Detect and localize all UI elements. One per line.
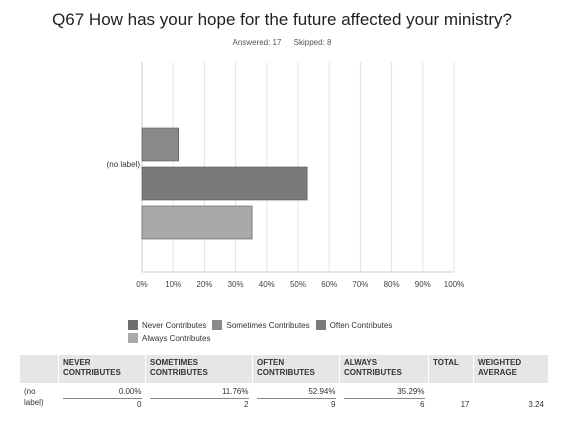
x-tick-label: 40% xyxy=(259,280,275,289)
category-label: (no label) xyxy=(107,160,141,169)
x-tick-label: 100% xyxy=(444,280,464,289)
legend-swatch xyxy=(212,320,223,330)
x-tick-label: 0% xyxy=(136,280,148,289)
x-tick-label: 60% xyxy=(321,280,337,289)
cell-total: 17 xyxy=(460,400,470,409)
skipped-count: Skipped: 8 xyxy=(293,38,332,47)
table-header-sometimes: SOMETIMES CONTRIBUTES xyxy=(145,355,253,383)
legend-item: Never Contributes xyxy=(128,320,206,330)
often-count: 9 xyxy=(331,400,336,409)
legend-swatch xyxy=(315,320,326,330)
table-header-often: OFTEN CONTRIBUTES xyxy=(252,355,340,383)
legend-label: Always Contributes xyxy=(142,333,211,343)
table-header-always: ALWAYS CONTRIBUTES xyxy=(339,355,429,383)
cell-never: 0.00% 0 xyxy=(59,383,146,413)
legend-label: Often Contributes xyxy=(329,320,393,330)
bar-always-contributes xyxy=(141,205,253,240)
table-header-blank xyxy=(20,355,59,383)
legend-item: Always Contributes xyxy=(128,333,210,343)
table-header-weighted-average: WEIGHTED AVERAGE xyxy=(473,355,548,383)
always-count: 6 xyxy=(420,400,425,409)
x-tick-label: 30% xyxy=(228,280,244,289)
x-tick-label: 80% xyxy=(384,280,400,289)
table-header-row: NEVER CONTRIBUTES SOMETIMES CONTRIBUTES … xyxy=(20,355,548,383)
results-table: NEVER CONTRIBUTES SOMETIMES CONTRIBUTES … xyxy=(20,355,548,413)
never-count: 0 xyxy=(137,400,142,409)
x-tick-label: 10% xyxy=(165,280,181,289)
legend-item: Sometimes Contributes xyxy=(212,320,310,330)
bar-sometimes-contributes xyxy=(141,127,179,162)
legend-swatch xyxy=(128,333,138,343)
x-tick-label: 70% xyxy=(352,280,368,289)
always-percent: 35.29% xyxy=(343,386,425,399)
table-header-total: TOTAL xyxy=(428,355,474,383)
cell-always: 35.29% 6 xyxy=(340,383,429,413)
sometimes-count: 2 xyxy=(244,400,249,409)
x-tick-label: 20% xyxy=(196,280,212,289)
legend-label: Never Contributes xyxy=(142,320,207,330)
answered-count: Answered: 17 xyxy=(232,38,282,47)
response-stats: Answered: 17 Skipped: 8 xyxy=(0,38,564,47)
cell-sometimes: 11.76% 2 xyxy=(146,383,253,413)
cell-often: 52.94% 9 xyxy=(253,383,340,413)
bar-often-contributes xyxy=(141,166,308,201)
x-tick-label: 90% xyxy=(415,280,431,289)
legend-swatch xyxy=(128,320,138,330)
cell-weighted-average: 3.24 xyxy=(528,400,544,409)
legend-item: Often Contributes xyxy=(315,320,393,330)
legend-label: Sometimes Contributes xyxy=(226,320,310,330)
table-header-never: NEVER CONTRIBUTES xyxy=(58,355,146,383)
x-tick-label: 50% xyxy=(290,280,306,289)
bar-chart: 0% 10% 20% 30% 40% 50% 60% 70% 80% 90% 100% (no lab… xyxy=(107,62,464,289)
question-title: Q67 How has your hope for the future aff… xyxy=(52,10,512,29)
chart-legend: Never Contributes Sometimes Contributes Of… xyxy=(128,320,458,346)
never-percent: 0.00% xyxy=(62,386,142,399)
row-label: (no label) xyxy=(24,387,44,407)
sometimes-percent: 11.76% xyxy=(149,386,249,399)
often-percent: 52.94% xyxy=(256,386,336,399)
table-row: (no label) 0.00% 0 11.76% 2 52.94% 9 35.29%… xyxy=(20,383,548,413)
